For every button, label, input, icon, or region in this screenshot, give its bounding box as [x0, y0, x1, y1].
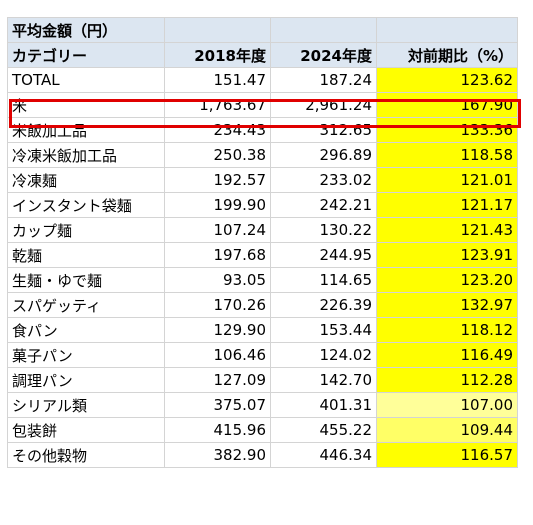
category-cell[interactable]: 米飯加工品 [7, 117, 165, 143]
table-row: 調理パン 127.09 142.70 112.28 [7, 367, 518, 393]
category-cell[interactable]: 菓子パン [7, 342, 165, 368]
category-cell[interactable]: インスタント袋麺 [7, 192, 165, 218]
value-2024-cell[interactable]: 187.24 [270, 67, 377, 93]
value-2024-cell[interactable]: 226.39 [270, 292, 377, 318]
value-2024-cell[interactable]: 130.22 [270, 217, 377, 243]
value-2024-cell[interactable]: 446.34 [270, 442, 377, 468]
category-cell[interactable]: 乾麺 [7, 242, 165, 268]
table-row: スパゲッティ 170.26 226.39 132.97 [7, 292, 518, 318]
value-2024-cell[interactable]: 312.65 [270, 117, 377, 143]
header-row: カテゴリー 2018年度 2024年度 対前期比（%） [7, 42, 518, 68]
value-2024-cell[interactable]: 296.89 [270, 142, 377, 168]
category-cell[interactable]: 生麺・ゆで麺 [7, 267, 165, 293]
value-2018-cell[interactable]: 1,763.67 [164, 92, 271, 118]
table-row: 冷凍麺 192.57 233.02 121.01 [7, 167, 518, 193]
category-cell[interactable]: 冷凍米飯加工品 [7, 142, 165, 168]
value-2018-cell[interactable]: 127.09 [164, 367, 271, 393]
table-row: 乾麺 197.68 244.95 123.91 [7, 242, 518, 268]
value-2018-cell[interactable]: 107.24 [164, 217, 271, 243]
category-cell[interactable]: 包装餅 [7, 417, 165, 443]
value-2024-cell[interactable]: 153.44 [270, 317, 377, 343]
header-2024[interactable]: 2024年度 [270, 42, 377, 68]
table-row: 生麺・ゆで麺 93.05 114.65 123.20 [7, 267, 518, 293]
ratio-cell[interactable]: 121.01 [376, 167, 518, 193]
value-2018-cell[interactable]: 129.90 [164, 317, 271, 343]
category-cell[interactable]: 食パン [7, 317, 165, 343]
ratio-cell[interactable]: 133.36 [376, 117, 518, 143]
empty-cell[interactable] [164, 17, 271, 43]
ratio-cell[interactable]: 123.62 [376, 67, 518, 93]
value-2018-cell[interactable]: 375.07 [164, 392, 271, 418]
ratio-cell[interactable]: 121.17 [376, 192, 518, 218]
empty-cell[interactable] [270, 17, 377, 43]
value-2024-cell[interactable]: 114.65 [270, 267, 377, 293]
ratio-cell[interactable]: 118.58 [376, 142, 518, 168]
category-cell[interactable]: カップ麺 [7, 217, 165, 243]
value-2018-cell[interactable]: 93.05 [164, 267, 271, 293]
header-ratio[interactable]: 対前期比（%） [376, 42, 518, 68]
header-2018[interactable]: 2018年度 [164, 42, 271, 68]
value-2024-cell[interactable]: 455.22 [270, 417, 377, 443]
value-2024-cell[interactable]: 124.02 [270, 342, 377, 368]
ratio-cell[interactable]: 132.97 [376, 292, 518, 318]
table-title[interactable]: 平均金額（円） [7, 17, 165, 43]
category-cell[interactable]: スパゲッティ [7, 292, 165, 318]
value-2018-cell[interactable]: 234.43 [164, 117, 271, 143]
value-2024-cell[interactable]: 2,961.24 [270, 92, 377, 118]
table-row: 米 1,763.67 2,961.24 167.90 [7, 92, 518, 118]
value-2024-cell[interactable]: 242.21 [270, 192, 377, 218]
category-cell[interactable]: シリアル類 [7, 392, 165, 418]
table-row: 冷凍米飯加工品 250.38 296.89 118.58 [7, 142, 518, 168]
value-2018-cell[interactable]: 197.68 [164, 242, 271, 268]
ratio-cell[interactable]: 116.57 [376, 442, 518, 468]
value-2024-cell[interactable]: 233.02 [270, 167, 377, 193]
ratio-cell[interactable]: 118.12 [376, 317, 518, 343]
table-row: インスタント袋麺 199.90 242.21 121.17 [7, 192, 518, 218]
ratio-cell[interactable]: 107.00 [376, 392, 518, 418]
table-row: 食パン 129.90 153.44 118.12 [7, 317, 518, 343]
table-row: その他穀物 382.90 446.34 116.57 [7, 442, 518, 468]
table-row: TOTAL 151.47 187.24 123.62 [7, 67, 518, 93]
value-2018-cell[interactable]: 382.90 [164, 442, 271, 468]
table-row: 包装餅 415.96 455.22 109.44 [7, 417, 518, 443]
value-2018-cell[interactable]: 415.96 [164, 417, 271, 443]
category-cell[interactable]: その他穀物 [7, 442, 165, 468]
value-2018-cell[interactable]: 151.47 [164, 67, 271, 93]
value-2018-cell[interactable]: 199.90 [164, 192, 271, 218]
price-table: 平均金額（円） カテゴリー 2018年度 2024年度 対前期比（%） TOTA… [7, 17, 518, 468]
table-row: 米飯加工品 234.43 312.65 133.36 [7, 117, 518, 143]
ratio-cell[interactable]: 123.20 [376, 267, 518, 293]
ratio-cell[interactable]: 123.91 [376, 242, 518, 268]
ratio-cell[interactable]: 112.28 [376, 367, 518, 393]
ratio-cell[interactable]: 109.44 [376, 417, 518, 443]
title-row: 平均金額（円） [7, 17, 518, 43]
category-cell[interactable]: TOTAL [7, 67, 165, 93]
ratio-cell[interactable]: 167.90 [376, 92, 518, 118]
table-row: カップ麺 107.24 130.22 121.43 [7, 217, 518, 243]
category-cell[interactable]: 調理パン [7, 367, 165, 393]
header-category[interactable]: カテゴリー [7, 42, 165, 68]
empty-cell[interactable] [376, 17, 518, 43]
value-2024-cell[interactable]: 401.31 [270, 392, 377, 418]
value-2024-cell[interactable]: 244.95 [270, 242, 377, 268]
value-2024-cell[interactable]: 142.70 [270, 367, 377, 393]
value-2018-cell[interactable]: 192.57 [164, 167, 271, 193]
value-2018-cell[interactable]: 170.26 [164, 292, 271, 318]
table-row: 菓子パン 106.46 124.02 116.49 [7, 342, 518, 368]
value-2018-cell[interactable]: 250.38 [164, 142, 271, 168]
category-cell[interactable]: 米 [7, 92, 165, 118]
ratio-cell[interactable]: 116.49 [376, 342, 518, 368]
value-2018-cell[interactable]: 106.46 [164, 342, 271, 368]
table-row: シリアル類 375.07 401.31 107.00 [7, 392, 518, 418]
ratio-cell[interactable]: 121.43 [376, 217, 518, 243]
category-cell[interactable]: 冷凍麺 [7, 167, 165, 193]
